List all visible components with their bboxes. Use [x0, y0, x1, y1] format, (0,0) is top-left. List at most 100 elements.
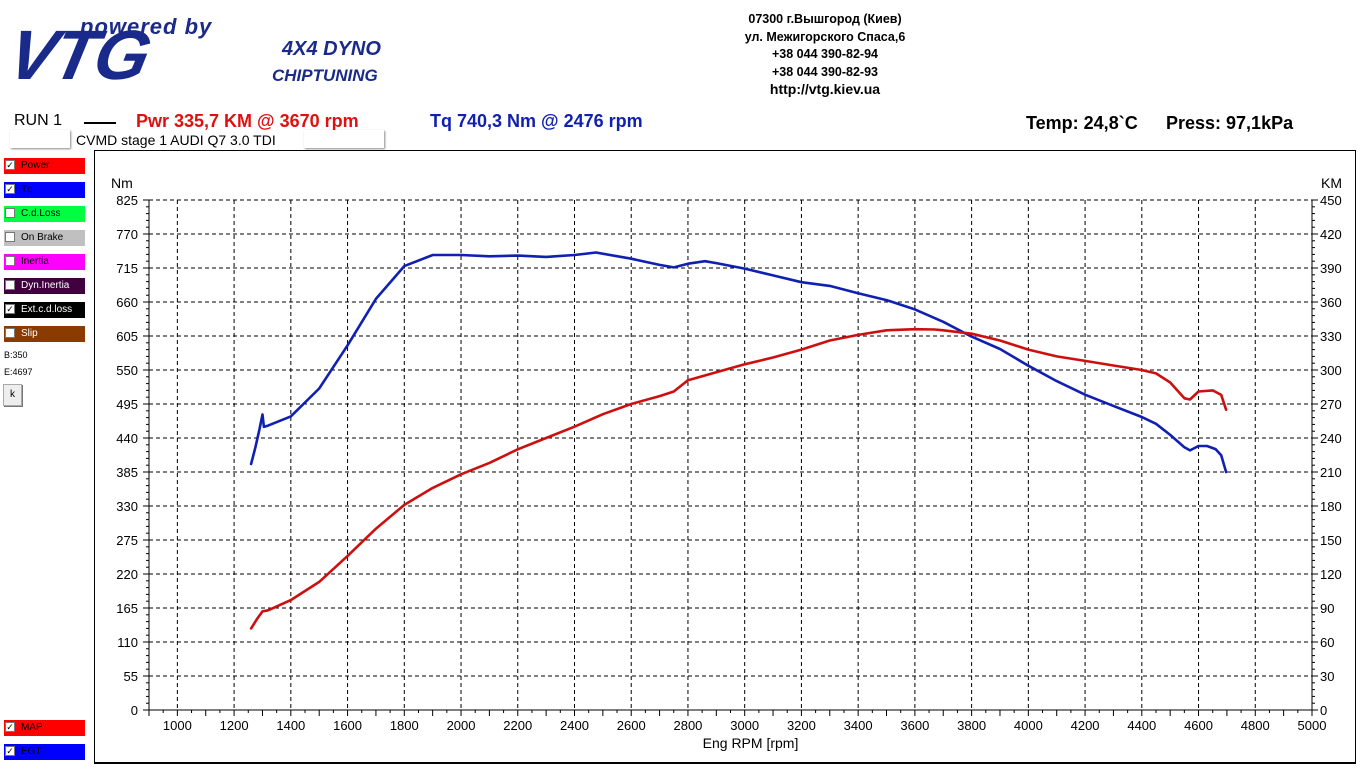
legend-checkbox[interactable]: ✓ — [5, 304, 15, 314]
y-tick-label-right: 270 — [1320, 397, 1342, 412]
run-line-swatch — [84, 122, 116, 124]
x-tick-label: 2200 — [503, 718, 532, 733]
legend-item-map[interactable]: ✓ MAP — [4, 720, 85, 736]
y-tick-label-left: 220 — [116, 567, 138, 582]
series-line-power — [249, 327, 1228, 630]
y-axis-label-right: KM — [1321, 175, 1342, 191]
x-tick-label: 2400 — [560, 718, 589, 733]
y-tick-label-left: 330 — [116, 499, 138, 514]
y-tick-label-right: 120 — [1320, 567, 1342, 582]
y-tick-label-right: 240 — [1320, 431, 1342, 446]
x-tick-label: 4600 — [1184, 718, 1213, 733]
y-tick-label-right: 330 — [1320, 329, 1342, 344]
y-tick-label-left: 605 — [116, 329, 138, 344]
legend-item-inertia[interactable]: Inertia — [4, 254, 85, 270]
y-tick-label-right: 360 — [1320, 295, 1342, 310]
legend-label: Power — [21, 160, 50, 171]
website-url: http://vtg.kiev.ua — [769, 81, 881, 97]
x-tick-label: 1200 — [220, 718, 249, 733]
y-tick-label-right: 300 — [1320, 363, 1342, 378]
legend-checkbox[interactable] — [5, 328, 15, 338]
end-rpm: E:4697 — [4, 367, 33, 377]
legend-label: Ext.c.d.loss — [21, 304, 73, 315]
legend-checkbox[interactable] — [5, 232, 15, 242]
legend-checkbox[interactable]: ✓ — [5, 746, 15, 756]
legend-label: C.d.Loss — [21, 208, 61, 219]
legend-label: MAP — [21, 722, 43, 733]
y-tick-label-right: 60 — [1320, 635, 1334, 650]
x-tick-label: 4200 — [1071, 718, 1100, 733]
logo-powered-by: powered by — [80, 14, 213, 39]
y-tick-label-right: 30 — [1320, 669, 1334, 684]
legend-checkbox[interactable]: ✓ — [5, 184, 15, 194]
y-tick-label-left: 110 — [117, 635, 138, 650]
logo-chiptuning: CHIPTUNING — [272, 66, 378, 85]
start-rpm: B:350 — [4, 350, 28, 360]
legend-item-on-brake[interactable]: On Brake — [4, 230, 85, 246]
run-label: RUN 1 — [14, 112, 63, 129]
peak-power: Pwr 335,7 KM @ 3670 rpm — [136, 111, 359, 131]
y-tick-label-right: 450 — [1320, 193, 1342, 208]
legend-label: Inertia — [21, 256, 49, 267]
legend-checkbox[interactable]: ✓ — [5, 722, 15, 732]
y-tick-label-left: 165 — [116, 601, 138, 616]
legend-checkbox[interactable] — [5, 280, 15, 290]
k-button[interactable]: k — [3, 384, 22, 406]
run-description: CVMD stage 1 AUDI Q7 3.0 TDI — [76, 132, 276, 148]
x-tick-label: 2600 — [617, 718, 646, 733]
y-tick-label-left: 275 — [116, 533, 138, 548]
y-tick-label-right: 210 — [1320, 465, 1342, 480]
y-tick-label-right: 420 — [1320, 227, 1342, 242]
legend-item-dyn-inertia[interactable]: Dyn.Inertia — [4, 278, 85, 294]
legend-checkbox[interactable] — [5, 256, 15, 266]
x-tick-label: 3600 — [900, 718, 929, 733]
legend-item-power[interactable]: ✓ Power — [4, 158, 85, 174]
x-axis-label: Eng RPM [rpm] — [703, 735, 799, 751]
x-tick-label: 2800 — [673, 718, 702, 733]
x-tick-label: 3400 — [844, 718, 873, 733]
x-tick-label: 4400 — [1127, 718, 1156, 733]
y-tick-label-right: 180 — [1320, 499, 1342, 514]
x-tick-label: 1000 — [163, 718, 192, 733]
legend-label: Dyn.Inertia — [21, 280, 70, 291]
x-tick-label: 2000 — [447, 718, 476, 733]
series-line-tq — [249, 251, 1228, 474]
address-line: ул. Межигорского Спаса,6 — [744, 29, 906, 44]
y-tick-label-left: 715 — [116, 261, 138, 276]
temperature: Temp: 24,8`C — [1026, 113, 1138, 133]
address-line: 07300 г.Вышгород (Киев) — [748, 12, 902, 26]
legend-item-tq[interactable]: ✓ Tq — [4, 182, 85, 198]
peak-torque: Tq 740,3 Nm @ 2476 rpm — [430, 111, 643, 131]
legend-item-slip[interactable]: Slip — [4, 326, 85, 342]
legend-item-egt[interactable]: ✓ EGT — [4, 744, 85, 760]
legend-label: EGT — [21, 746, 42, 757]
x-tick-label: 5000 — [1298, 718, 1327, 733]
x-tick-label: 3000 — [730, 718, 759, 733]
y-tick-label-left: 550 — [116, 363, 138, 378]
y-tick-label-left: 55 — [124, 669, 138, 684]
y-tick-label-left: 495 — [116, 397, 138, 412]
y-tick-label-left: 770 — [116, 227, 138, 242]
legend-label: On Brake — [21, 232, 64, 243]
legend-checkbox[interactable] — [5, 208, 15, 218]
y-tick-label-left: 440 — [116, 431, 138, 446]
y-tick-label-left: 825 — [116, 193, 138, 208]
legend-label: Tq — [21, 184, 33, 195]
y-tick-label-left: 385 — [116, 465, 138, 480]
legend-checkbox[interactable]: ✓ — [5, 160, 15, 170]
y-tick-label-right: 90 — [1320, 601, 1334, 616]
x-tick-label: 4000 — [1014, 718, 1043, 733]
legend-label: Slip — [21, 328, 38, 339]
legend-item-c-d-loss[interactable]: C.d.Loss — [4, 206, 85, 222]
run-extra-field[interactable] — [304, 130, 384, 148]
address-block: 07300 г.Вышгород (Киев) ул. Межигорского… — [700, 11, 950, 99]
chart-frame — [94, 150, 1356, 764]
logo-dyno: 4X4 DYNO — [282, 38, 381, 60]
y-tick-label-right: 390 — [1320, 261, 1342, 276]
legend-item-ext-c-d-loss[interactable]: ✓ Ext.c.d.loss — [4, 302, 85, 318]
x-tick-label: 4800 — [1241, 718, 1270, 733]
phone-line: +38 044 390-82-94 — [772, 47, 878, 61]
y-tick-label-right: 150 — [1320, 533, 1342, 548]
run-name-field[interactable] — [10, 130, 70, 148]
